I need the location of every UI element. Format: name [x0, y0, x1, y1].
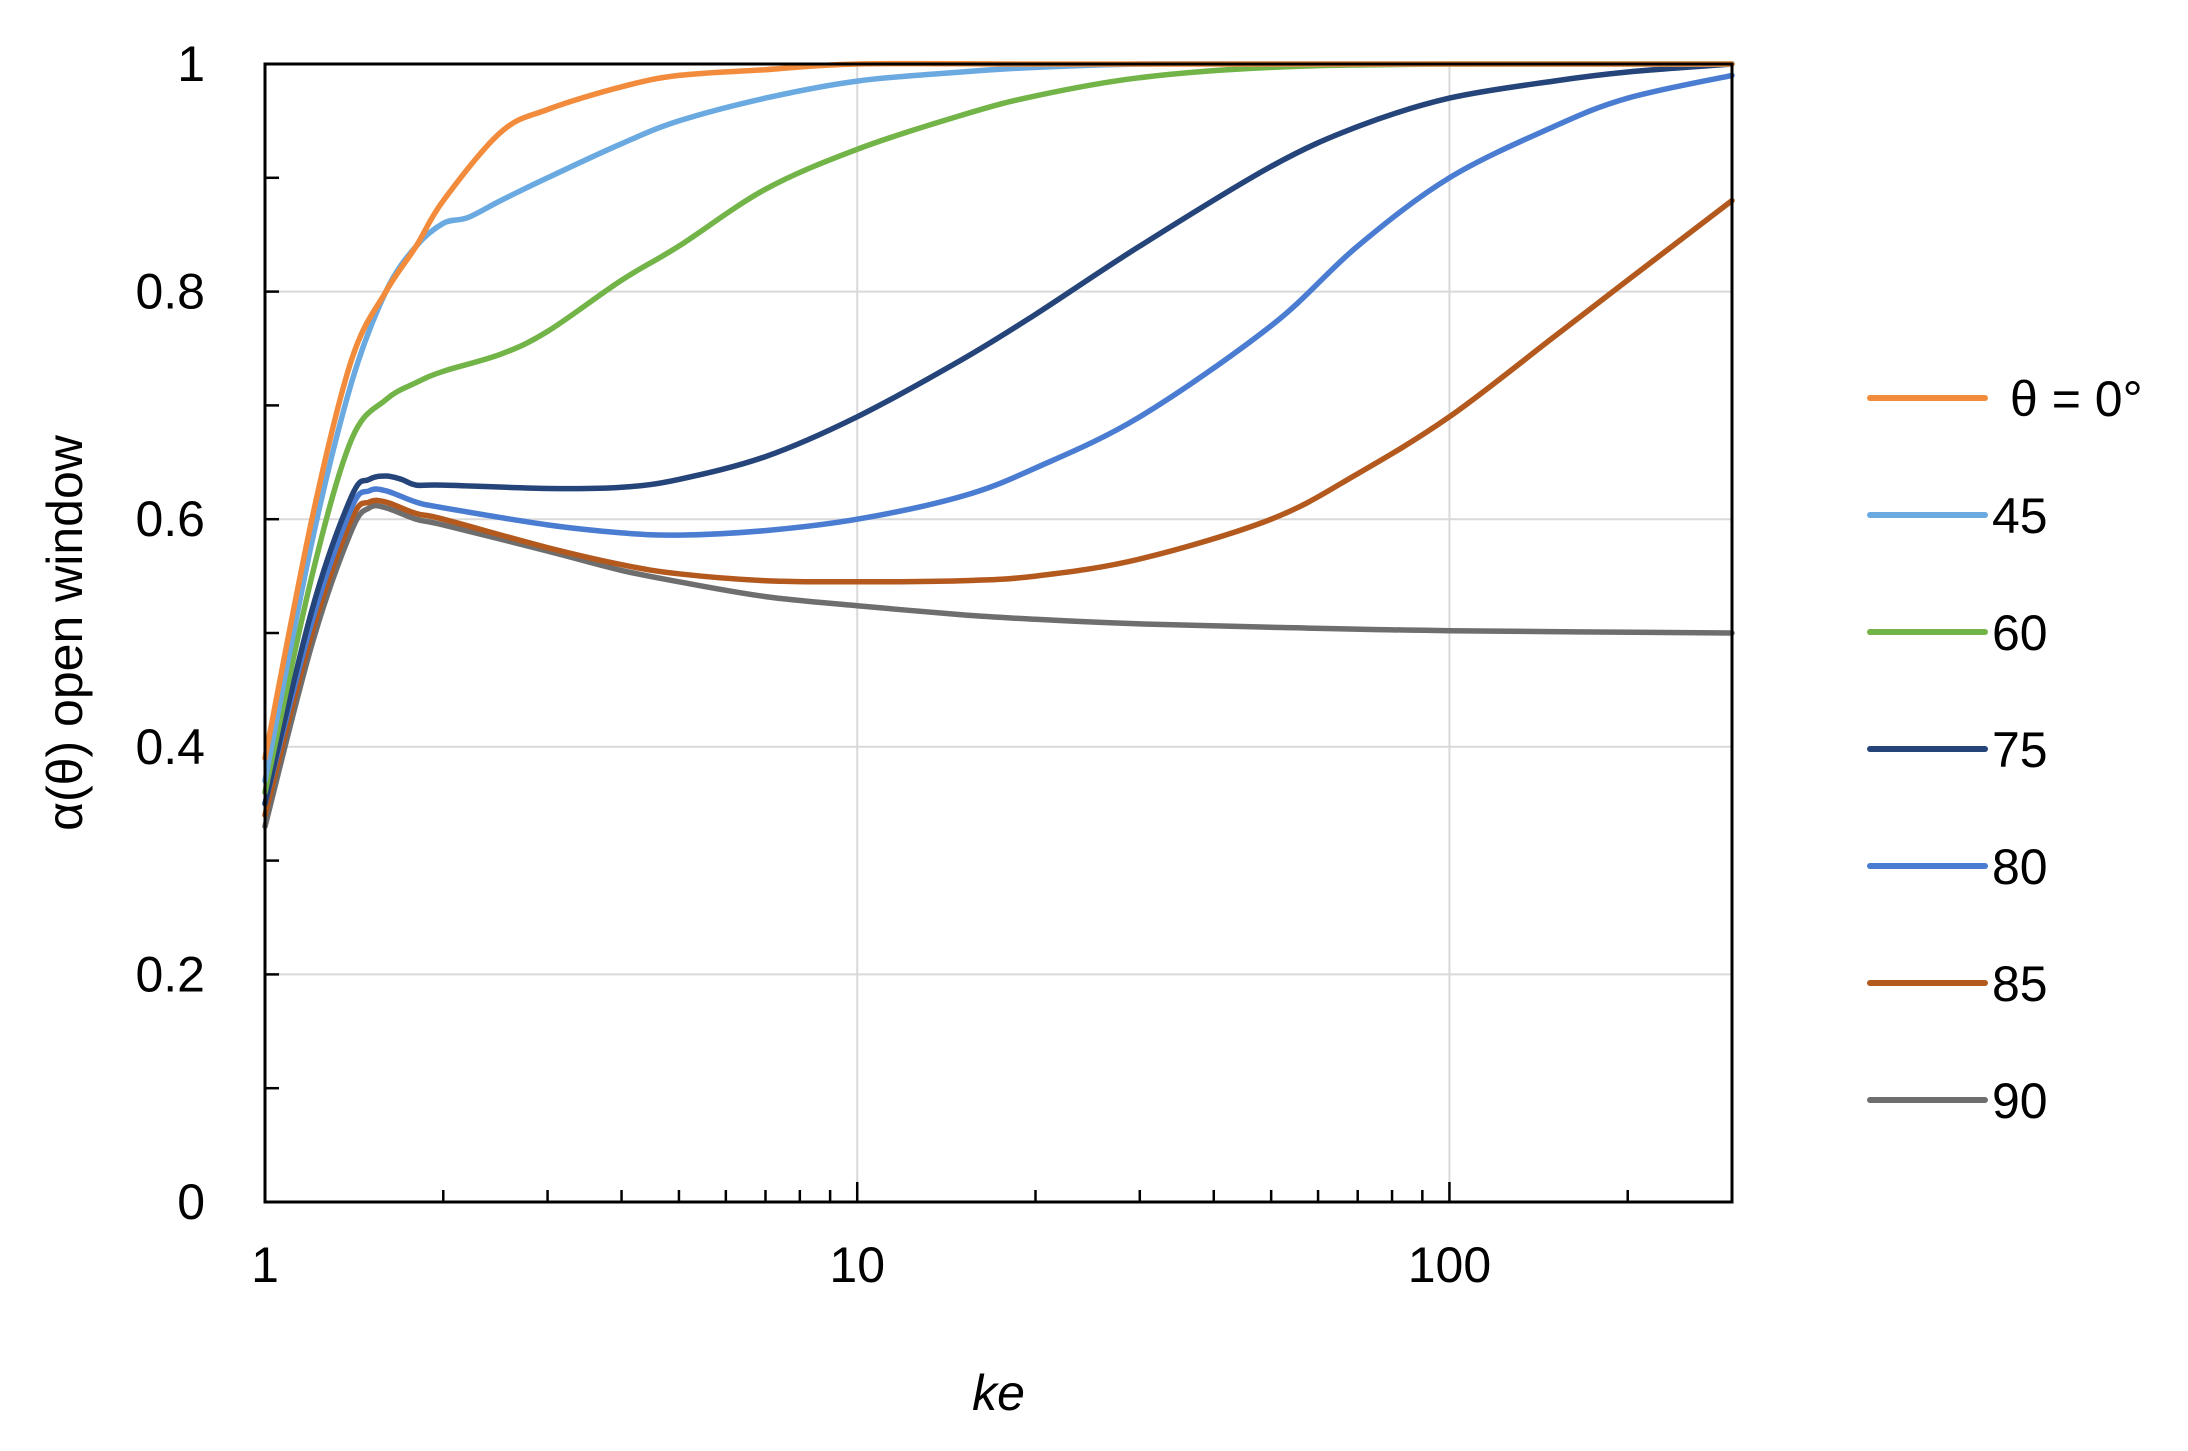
series-line-4 [262, 61, 1735, 807]
x-axis-tick-labels: 1 10 100 [251, 1237, 1491, 1293]
series-lines [262, 60, 1735, 830]
y-tick-label: 0.8 [135, 264, 205, 320]
legend-label: θ = 0° [2010, 371, 2143, 427]
y-tick-label: 0 [177, 1174, 205, 1230]
legend-label: 75 [1992, 722, 2048, 778]
x-axis-label: ke [972, 1365, 1025, 1421]
series-line-5 [262, 72, 1735, 807]
series-line-7 [262, 502, 1735, 830]
y-tick-label: 0.6 [135, 491, 205, 547]
x-tick-label: 100 [1408, 1237, 1491, 1293]
legend-label: 85 [1992, 956, 2048, 1012]
series-line-1 [262, 60, 1735, 761]
legend-label: 60 [1992, 605, 2048, 661]
x-tick-label: 10 [829, 1237, 885, 1293]
plot-frame [263, 62, 1734, 1204]
legend-label: 45 [1992, 488, 2048, 544]
y-tick-label: 0.4 [135, 719, 205, 775]
legend-label: 90 [1992, 1073, 2048, 1129]
x-tick-label: 1 [251, 1237, 279, 1293]
y-axis-label: α(θ) open window [37, 434, 93, 831]
series-line-6 [262, 197, 1735, 818]
y-tick-label: 0.2 [135, 946, 205, 1002]
y-tick-label: 1 [177, 36, 205, 92]
legend-label: 80 [1992, 839, 2048, 895]
minor-ticks [265, 176, 1629, 1202]
legend: θ = 0° 45 60 75 80 85 90 [1867, 371, 2143, 1129]
y-axis-tick-labels: 0 0.2 0.4 0.6 0.8 1 [135, 36, 205, 1230]
series-line-2 [262, 60, 1735, 784]
series-line-3 [262, 60, 1735, 796]
